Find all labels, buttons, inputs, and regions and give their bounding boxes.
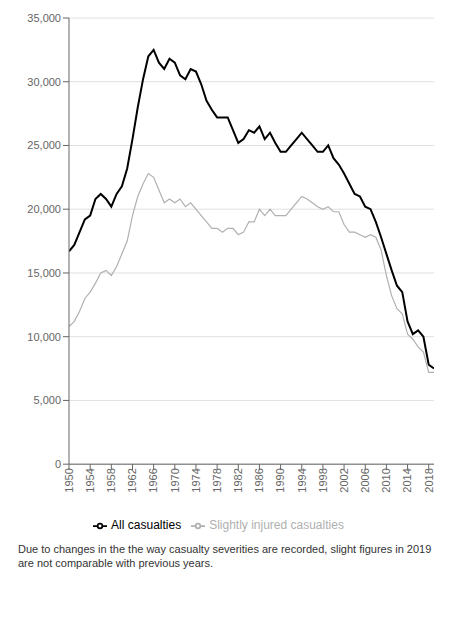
svg-text:25,000: 25,000 [27, 139, 61, 151]
svg-text:2018: 2018 [423, 468, 435, 492]
svg-text:1970: 1970 [169, 468, 181, 492]
svg-text:1962: 1962 [126, 468, 138, 492]
svg-text:1958: 1958 [105, 468, 117, 492]
svg-text:1986: 1986 [253, 468, 265, 492]
svg-text:1966: 1966 [147, 468, 159, 492]
svg-text:2014: 2014 [401, 468, 413, 492]
svg-text:1950: 1950 [63, 468, 75, 492]
svg-text:10,000: 10,000 [27, 331, 61, 343]
svg-text:15,000: 15,000 [27, 267, 61, 279]
svg-text:30,000: 30,000 [27, 76, 61, 88]
svg-text:1994: 1994 [296, 468, 308, 492]
html-text:Slightly injured casualties: Slightly injured casualties [209, 518, 344, 533]
svg-text:1954: 1954 [84, 468, 96, 492]
svg-text:1974: 1974 [190, 468, 202, 492]
svg-text:35,000: 35,000 [27, 12, 61, 24]
svg-text:0: 0 [55, 458, 61, 470]
html-text:All casualties: All casualties [111, 518, 182, 533]
svg-text:1990: 1990 [274, 468, 286, 492]
svg-text:2010: 2010 [380, 468, 392, 492]
svg-text:5,000: 5,000 [33, 394, 61, 406]
svg-text:20,000: 20,000 [27, 203, 61, 215]
svg-text:1978: 1978 [211, 468, 223, 492]
svg-text:1998: 1998 [317, 468, 329, 492]
svg-text:2006: 2006 [359, 468, 371, 492]
html-text:Due to changes in the the way: Due to changes in the the way casualty s… [18, 543, 432, 570]
svg-text:2002: 2002 [338, 468, 350, 492]
svg-text:1982: 1982 [232, 468, 244, 492]
